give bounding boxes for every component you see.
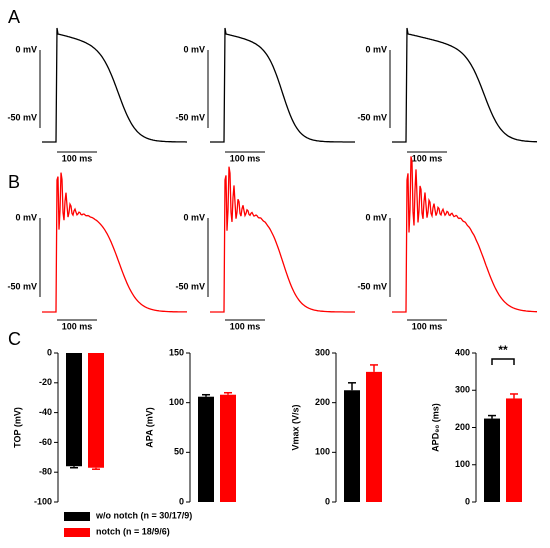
scale-label: -50 mV	[357, 112, 387, 122]
y-tick-label: 100	[455, 459, 470, 469]
y-axis-label: Vmax (V/s)	[290, 404, 300, 450]
trace	[210, 27, 355, 143]
y-tick-label: -20	[39, 377, 52, 387]
bar	[366, 371, 382, 502]
y-tick-label: 0	[179, 496, 184, 506]
time-label: 100 ms	[412, 321, 443, 331]
y-tick-label: 0	[47, 347, 52, 357]
y-tick-label: 200	[455, 422, 470, 432]
y-tick-label: 100	[169, 397, 184, 407]
bar	[484, 418, 500, 502]
y-tick-label: -80	[39, 467, 52, 477]
bar	[344, 390, 360, 502]
bar	[88, 353, 104, 468]
scale-label: -50 mV	[175, 281, 205, 291]
y-tick-label: -40	[39, 407, 52, 417]
panel-label: A	[8, 7, 20, 27]
y-tick-label: 300	[455, 385, 470, 395]
y-tick-label: 300	[315, 347, 330, 357]
y-tick-label: 150	[169, 347, 184, 357]
bar	[198, 396, 214, 502]
trace	[210, 166, 355, 313]
y-tick-label: 200	[315, 397, 330, 407]
scale-label: -50 mV	[175, 112, 205, 122]
time-label: 100 ms	[412, 153, 443, 163]
scale-label: 0 mV	[183, 212, 205, 222]
scale-label: 0 mV	[365, 44, 387, 54]
y-tick-label: 100	[315, 447, 330, 457]
scale-label: -50 mV	[7, 112, 37, 122]
y-axis-label: APD₉₀ (ms)	[430, 403, 440, 452]
trace	[42, 27, 187, 143]
bar	[506, 398, 522, 502]
scale-label: -50 mV	[357, 281, 387, 291]
scale-label: 0 mV	[15, 44, 37, 54]
y-tick-label: -100	[34, 496, 52, 506]
trace	[392, 156, 537, 313]
time-label: 100 ms	[230, 321, 261, 331]
time-label: 100 ms	[230, 153, 261, 163]
scale-label: 0 mV	[183, 44, 205, 54]
scale-label: -50 mV	[7, 281, 37, 291]
y-axis-label: TOP (mV)	[12, 407, 22, 448]
bar	[66, 353, 82, 467]
legend-swatch	[64, 528, 90, 537]
legend-swatch	[64, 512, 90, 521]
legend-label: w/o notch (n = 30/17/9)	[95, 510, 192, 520]
bar	[220, 394, 236, 502]
scale-label: 0 mV	[15, 212, 37, 222]
y-tick-label: -60	[39, 437, 52, 447]
trace	[392, 27, 538, 143]
panel-label: B	[8, 172, 20, 192]
y-tick-label: 400	[455, 347, 470, 357]
scale-label: 0 mV	[365, 212, 387, 222]
significance-bracket	[491, 358, 515, 365]
legend-label: notch (n = 18/9/6)	[96, 526, 170, 536]
trace	[42, 172, 187, 313]
y-tick-label: 0	[465, 496, 470, 506]
y-axis-label: APA (mV)	[144, 407, 154, 448]
y-tick-label: 0	[325, 496, 330, 506]
y-tick-label: 50	[174, 447, 184, 457]
annotation: **	[498, 343, 508, 357]
panel-label: C	[8, 329, 21, 349]
time-label: 100 ms	[62, 153, 93, 163]
time-label: 100 ms	[62, 321, 93, 331]
